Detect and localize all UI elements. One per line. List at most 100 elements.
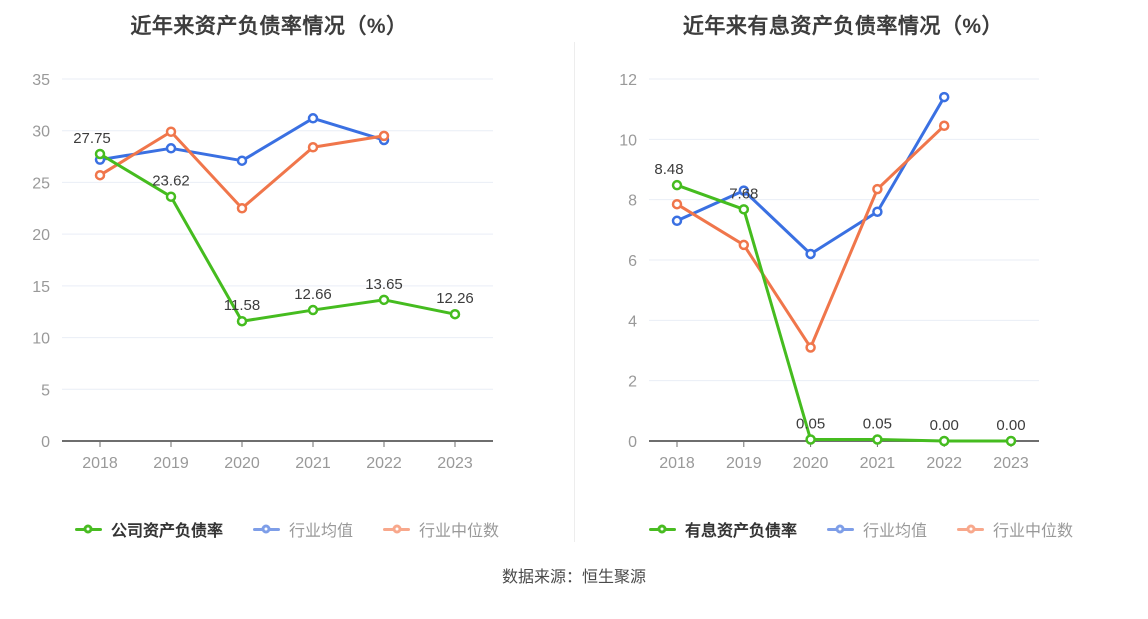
legend-marker-icon: [74, 524, 102, 534]
data-point-marker: [738, 185, 750, 196]
series-line-1: [675, 95, 946, 256]
line-chart-asset-liability: 0 5 10 15 20 25 30 35 2018 2019 2020 2021 2022 2023 27…: [32, 72, 493, 472]
legend-label: 行业中位数: [993, 523, 1074, 540]
data-point-marker: [738, 204, 750, 215]
data-point-marker: [1005, 435, 1017, 447]
data-point-marker: [671, 198, 683, 210]
legend-item-0[interactable]: 有息资产负债率: [648, 517, 797, 541]
legend-label: 行业均值: [288, 523, 353, 540]
data-point-label: 0.00: [930, 417, 959, 434]
x-axis-label-2019: 2019: [726, 455, 762, 472]
charts-row: 近年来资产负债率情况（%） 0 5 10 15 20 25 30 35 2018 2019 2020…: [0, 0, 1148, 541]
data-point-label: 0.00: [996, 417, 1025, 434]
panel-divider: [574, 42, 575, 542]
y-axis-tick: 10: [619, 132, 637, 149]
data-point-marker: [307, 113, 319, 124]
legend-marker-icon: [252, 524, 280, 534]
legend-item-1[interactable]: 行业均值: [826, 517, 927, 541]
legend-marker-icon: [826, 524, 854, 534]
legend-item-2[interactable]: 行业中位数: [383, 517, 499, 541]
legend-ring-icon: [261, 524, 271, 534]
y-axis-tick: 35: [32, 72, 50, 89]
x-axis-label-2023: 2023: [437, 455, 473, 472]
chart-panel-asset-liability: 近年来资产负债率情况（%） 0 5 10 15 20 25 30 35 2018 2019 2020…: [0, 0, 574, 541]
x-axis-label-2019: 2019: [153, 455, 189, 472]
y-axis-tick: 8: [628, 193, 637, 210]
x-axis-label-2021: 2021: [295, 455, 331, 472]
data-point-marker: [378, 294, 390, 306]
legend-marker-icon: [957, 524, 984, 534]
data-point-label: 8.48: [654, 161, 683, 178]
data-point-marker: [165, 191, 177, 202]
data-point-marker: [236, 203, 248, 214]
x-axis-label-2022: 2022: [926, 455, 962, 472]
data-point-marker: [938, 435, 950, 447]
data-point-marker: [378, 130, 390, 142]
chart-panel-interest-bearing: 近年来有息资产负债率情况（%） 0 2 4 6 8 10 12 2018 2019 2020 202…: [574, 0, 1148, 541]
data-point-marker: [872, 206, 883, 217]
legend-marker-icon: [648, 524, 676, 534]
series-line-0: [98, 152, 457, 323]
series-line-2: [98, 130, 386, 210]
data-point-marker: [938, 91, 950, 103]
x-axis-label-2023: 2023: [993, 455, 1029, 472]
legend-ring-icon: [835, 524, 845, 534]
data-point-marker: [94, 169, 106, 181]
data-point-marker: [738, 239, 750, 251]
data-point-label: 11.58: [224, 297, 260, 314]
legend-label: 公司资产负债率: [110, 523, 223, 540]
y-axis-tick: 30: [32, 124, 50, 141]
legend-item-0[interactable]: 公司资产负债率: [74, 517, 223, 541]
data-point-label: 23.62: [152, 173, 190, 190]
y-axis-tick: 10: [32, 331, 50, 348]
y-axis-tick: 15: [32, 279, 50, 296]
data-point-marker: [94, 148, 106, 160]
legend-interest-bearing: 有息资产负债率 行业均值 行业中位数: [574, 517, 1148, 541]
data-point-label: 27.75: [73, 130, 111, 147]
source-note: 数据来源：恒生聚源: [501, 569, 646, 586]
data-point-marker: [307, 142, 319, 153]
data-point-marker: [671, 215, 683, 227]
data-point-label: 0.05: [863, 415, 892, 432]
data-point-label: 12.26: [436, 290, 474, 307]
data-point-label: 12.66: [294, 286, 332, 303]
y-axis-tick: 12: [619, 72, 637, 89]
legend-asset-liability: 公司资产负债率 行业均值 行业中位数: [0, 517, 574, 541]
legend-item-2[interactable]: 行业中位数: [957, 517, 1073, 541]
data-point-marker: [236, 155, 248, 166]
x-axis-label-2022: 2022: [366, 455, 402, 472]
chart-title-interest-bearing: 近年来有息资产负债率情况（%）: [682, 15, 1004, 38]
data-point-marker: [165, 143, 177, 154]
line-chart-interest-bearing: 0 2 4 6 8 10 12 2018 2019 2020 2021 2022 2023 8.48 7.6…: [619, 72, 1039, 472]
y-axis-tick: 2: [628, 374, 637, 391]
x-axis-label-2020: 2020: [224, 455, 260, 472]
legend-label: 行业均值: [862, 523, 927, 540]
data-point-label: 7.68: [729, 185, 758, 202]
y-axis-tick: 0: [41, 434, 50, 451]
y-axis-tick: 5: [41, 382, 50, 399]
series-line-0: [675, 183, 1013, 443]
legend-ring-icon: [657, 524, 667, 534]
data-point-marker: [165, 126, 177, 137]
series-line-1: [98, 116, 386, 163]
y-axis-tick: 4: [628, 313, 637, 330]
x-axis-label-2018: 2018: [659, 455, 695, 472]
y-axis-tick: 20: [32, 227, 50, 244]
y-axis-tick: 6: [628, 253, 637, 270]
data-point-marker: [805, 434, 816, 445]
data-point-marker: [872, 183, 883, 195]
x-axis-label-2018: 2018: [82, 455, 118, 472]
data-point-marker: [236, 315, 248, 327]
legend-label: 行业中位数: [419, 523, 500, 540]
data-point-marker: [449, 308, 461, 320]
x-axis-label-2020: 2020: [793, 455, 829, 472]
chart-title-asset-liability: 近年来资产负债率情况（%）: [130, 15, 408, 38]
data-point-marker: [307, 304, 319, 316]
series-line-2: [675, 124, 946, 349]
data-point-marker: [805, 342, 816, 353]
data-point-marker: [671, 179, 683, 191]
legend-ring-icon: [392, 524, 401, 534]
legend-item-1[interactable]: 行业均值: [252, 517, 353, 541]
legend-marker-icon: [383, 524, 410, 534]
